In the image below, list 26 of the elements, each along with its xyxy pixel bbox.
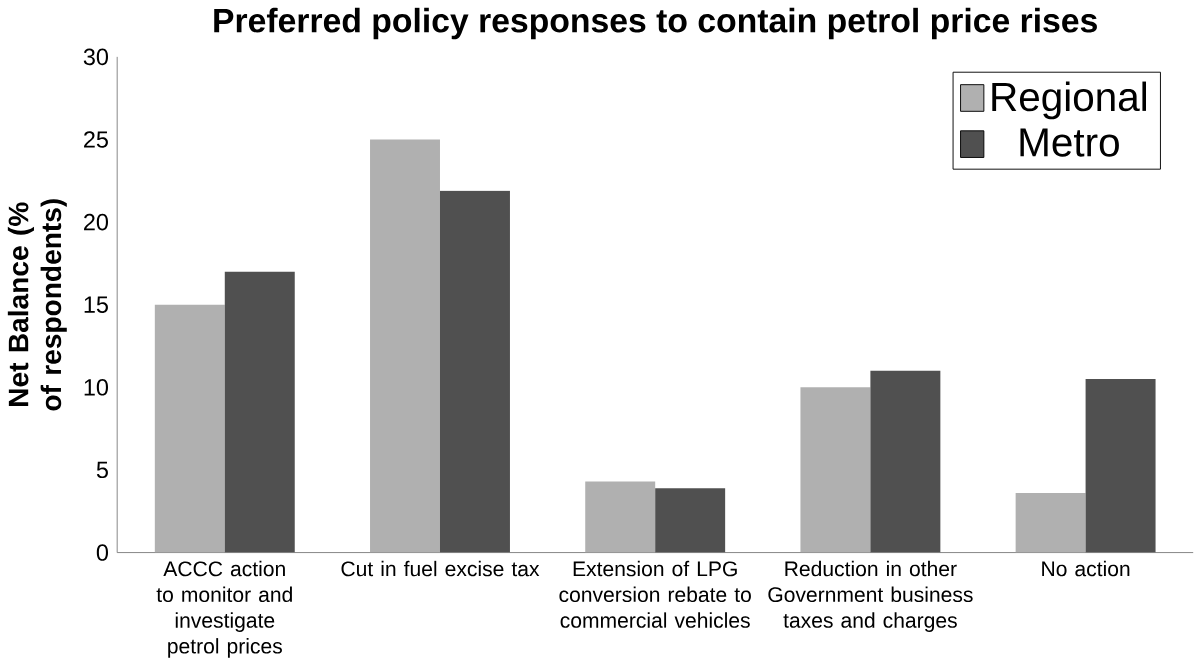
bar	[439, 190, 510, 553]
y-tick-label: 15	[84, 296, 108, 314]
bar	[224, 271, 295, 553]
x-tick-label: Reduction in other Government business taxes and charges	[768, 561, 973, 633]
bar	[1015, 493, 1086, 553]
bar	[585, 481, 656, 553]
x-tick-label: Cut in fuel excise tax	[341, 561, 540, 577]
x-tick-label: No action	[1042, 561, 1130, 577]
y-tick-label: 30	[83, 48, 109, 66]
bar	[800, 387, 871, 553]
y-tick-label: 0	[96, 544, 109, 562]
y-tick-label: 5	[96, 461, 108, 479]
chart-title: Preferred policy responses to contain petrol price rises	[214, 8, 1097, 40]
x-tick-label: Extension of LPG conversion rebate to commercial vehicles	[559, 561, 751, 629]
bar	[370, 139, 440, 553]
legend-label: Regional	[992, 81, 1146, 120]
y-tick-label: 25	[84, 131, 108, 148]
bar	[870, 371, 941, 553]
x-tick-label: ACCC action to monitor and investigate petrol prices	[156, 561, 292, 658]
bar	[655, 488, 726, 553]
y-tick-label: 20	[84, 214, 109, 231]
legend-label: Metro	[1020, 128, 1119, 157]
bar	[1085, 379, 1156, 553]
y-axis-title: Net Balance (% of respondents)	[7, 199, 67, 411]
y-tick-label: 10	[84, 379, 109, 396]
bar	[154, 304, 225, 553]
